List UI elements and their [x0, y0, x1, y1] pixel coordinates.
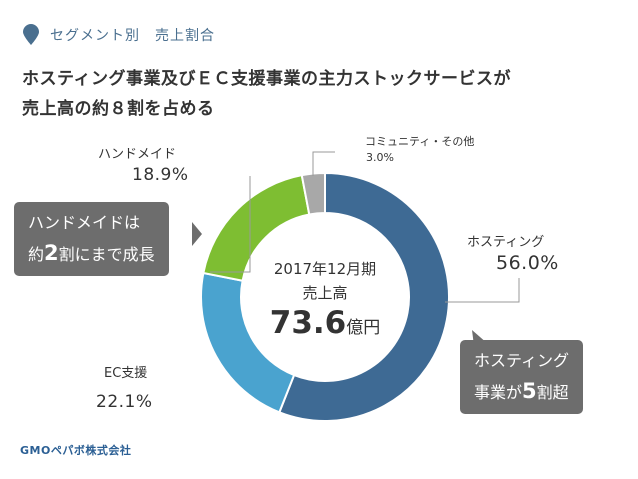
callout-handmade-line2: 約2割にまで成長 [28, 241, 155, 265]
section-subtitle: セグメント別 売上割合 [50, 28, 215, 44]
center-amount: 73.6億円 [250, 305, 400, 341]
map-pin-icon [23, 24, 39, 45]
label-community-name: コミュニティ・その他 [365, 135, 475, 148]
label-hosting-pct: 56.0% [496, 252, 559, 274]
label-handmade-name: ハンドメイド [98, 147, 177, 162]
leader-line-community [312, 151, 335, 176]
label-ec-pct: 22.1% [96, 392, 153, 412]
leader-line-hosting [445, 278, 520, 303]
donut-slices [200, 171, 450, 422]
leader-line-handmade [210, 176, 251, 273]
center-amount-value: 73.6 [269, 305, 347, 341]
donut-slice-3 [300, 171, 326, 216]
callout-handmade: ハンドメイドは 約2割にまで成長 [14, 202, 169, 276]
label-handmade-pct: 18.9% [132, 165, 189, 185]
callout-pointer-handmade [192, 222, 202, 246]
headline-line-2: 売上高の約８割を占める [22, 99, 215, 119]
callout-hosting-line2: 事業が5割超 [474, 379, 569, 403]
callout-hosting-line1: ホスティング [474, 351, 570, 370]
label-ec-name: EC支援 [104, 366, 148, 381]
label-community-pct: 3.0% [366, 151, 394, 164]
section-header: セグメント別 売上割合 [22, 24, 215, 46]
company-logo: GMOペパボ株式会社 [20, 444, 132, 457]
callout-handmade-line1: ハンドメイドは [28, 213, 141, 232]
headline-line-1: ホスティング事業及びＥＣ支援事業の主力ストックサービスが [22, 69, 511, 89]
center-label: 売上高 [302, 284, 348, 302]
label-hosting-name: ホスティング [467, 235, 545, 250]
center-amount-unit: 億円 [346, 318, 381, 338]
donut-slice-0 [278, 171, 450, 422]
center-period: 2017年12月期 [273, 260, 377, 278]
callout-hosting: ホスティング 事業が5割超 [460, 340, 584, 414]
